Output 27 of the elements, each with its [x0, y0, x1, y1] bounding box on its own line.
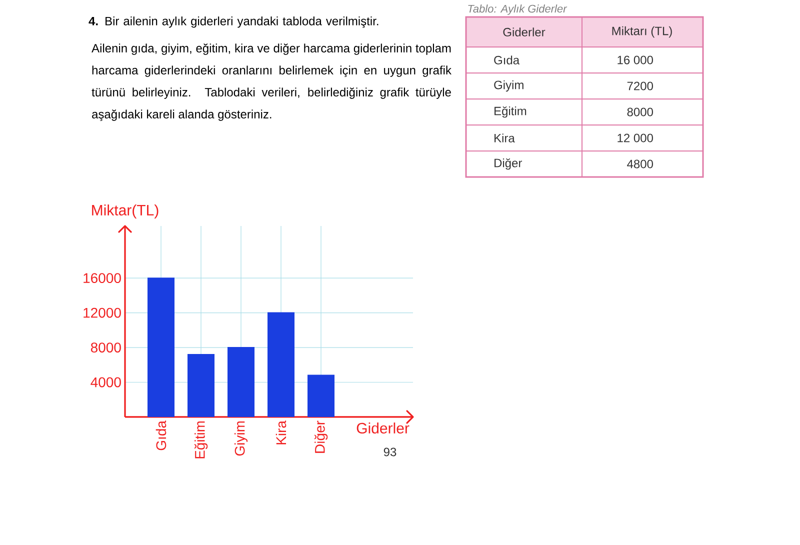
- y-tick-label: 12000: [84, 308, 121, 318]
- text: Tablo: Aylık Giderler: [468, 4, 568, 15]
- chart-subtitle: Ailenin gıda, giyim, eğitim, kira ve diğer harcama giderlerinin toplam harcama giderlerindeki oranlarını belirlemek için en uygun grafik türünü belirleyiniz. Tablodaki verileri, belirlediğiniz grafik türüyle aşağıdaki kareli alanda gösteriniz.: [92, 44, 452, 121]
- y-tick-label: 4000: [90, 377, 121, 388]
- text: Giyim: [494, 80, 524, 92]
- text: 8000: [627, 108, 653, 116]
- x-axis-title: Giderler: [356, 422, 410, 434]
- x-tick-label: Diğer: [314, 420, 328, 453]
- x-tick-label: Kira: [276, 420, 286, 444]
- y-axis-title: Miktar(TL): [92, 204, 158, 218]
- text: 4800: [627, 160, 653, 168]
- chart-title: 4. Bir ailenin aylık giderleri yandaki tabloda verilmiştir.: [88, 16, 378, 28]
- y-tick-label: 16000: [84, 273, 121, 284]
- text: Giderler: [503, 28, 546, 36]
- text: Diğer: [494, 158, 522, 170]
- text: Miktarı (TL): [612, 26, 672, 38]
- text: 12 000: [618, 134, 653, 142]
- x-tick-label: Gıda: [156, 420, 166, 450]
- y-tick-label: 8000: [90, 342, 121, 352]
- text: 7200: [627, 82, 653, 90]
- text: 16 000: [618, 56, 653, 64]
- x-tick-label: Eğitim: [194, 421, 208, 458]
- text: Eğitim: [494, 106, 526, 118]
- text: Kira: [494, 134, 515, 142]
- text: Gıda: [494, 56, 520, 64]
- text: 93: [384, 448, 396, 456]
- x-tick-label: Giyim: [234, 421, 248, 456]
